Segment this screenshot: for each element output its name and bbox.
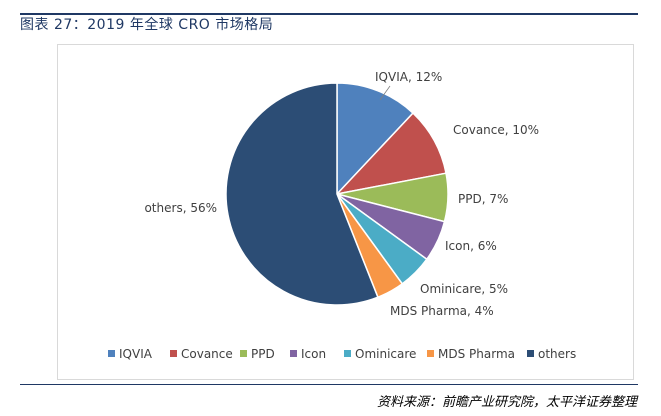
legend-label-icon: Icon bbox=[301, 347, 326, 361]
data-label-iqvia: IQVIA, 12% bbox=[375, 70, 442, 84]
legend-label-mds-pharma: MDS Pharma bbox=[438, 347, 515, 361]
data-labels: IQVIA, 12% Covance, 10% PPD, 7% Icon, 6% Omi… bbox=[144, 70, 539, 318]
legend-label-others: others bbox=[538, 347, 576, 361]
leader-line bbox=[379, 85, 391, 101]
source-note: 资料来源：前瞻产业研究院，太平洋证券整理 bbox=[376, 395, 637, 410]
data-label-ominicare: Ominicare, 5% bbox=[420, 282, 508, 296]
pie-slice-others bbox=[225, 82, 379, 306]
legend-label-ppd: PPD bbox=[251, 347, 275, 361]
legend-swatch-ominicare bbox=[344, 350, 351, 357]
data-label-others: others, 56% bbox=[144, 201, 217, 215]
legend-swatch-others bbox=[527, 350, 534, 357]
header-rule bbox=[20, 13, 638, 15]
data-label-covance: Covance, 10% bbox=[453, 123, 539, 137]
legend-label-iqvia: IQVIA bbox=[119, 347, 153, 361]
data-label-icon: Icon, 6% bbox=[445, 239, 497, 253]
pie-slices bbox=[225, 82, 449, 306]
legend-swatch-ppd bbox=[240, 350, 247, 357]
figure-title: 图表 27：2019 年全球 CRO 市场格局 bbox=[20, 17, 274, 33]
footer-rule bbox=[20, 384, 638, 385]
pie-slice-iqvia bbox=[336, 82, 415, 196]
legend-swatch-icon bbox=[290, 350, 297, 357]
chart-frame bbox=[57, 44, 634, 380]
chart-legend: IQVIA Covance PPD Icon Ominicare MDS Pharma ot… bbox=[108, 347, 576, 361]
legend-label-ominicare: Ominicare bbox=[355, 347, 416, 361]
data-label-ppd: PPD, 7% bbox=[458, 192, 508, 206]
data-label-mds-pharma: MDS Pharma, 4% bbox=[390, 304, 494, 318]
legend-swatch-mds-pharma bbox=[427, 350, 434, 357]
legend-swatch-iqvia bbox=[108, 350, 115, 357]
legend-label-covance: Covance bbox=[181, 347, 233, 361]
legend-swatch-covance bbox=[170, 350, 177, 357]
